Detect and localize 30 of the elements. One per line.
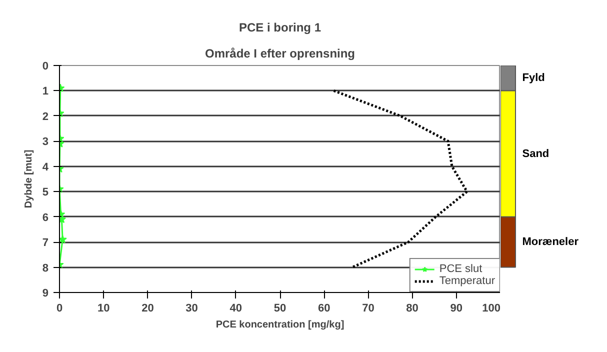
x-axis-title: PCE koncentration [mg/kg] bbox=[216, 320, 344, 330]
y-tick-label: 9 bbox=[42, 288, 49, 300]
x-tick-label: 60 bbox=[318, 302, 330, 314]
y-tick-label: 5 bbox=[42, 186, 49, 199]
chart-title: PCE i boring 1 bbox=[238, 20, 322, 34]
y-tick-label: 1 bbox=[42, 86, 49, 98]
chart-subtitle: Område I efter oprensning bbox=[204, 46, 356, 60]
y-tick-label: 3 bbox=[42, 136, 49, 148]
x-tick-label: 0 bbox=[56, 302, 63, 314]
x-tick-label: 50 bbox=[274, 302, 286, 314]
x-tick-label: 90 bbox=[450, 302, 463, 314]
series-label: Fyld bbox=[522, 72, 545, 84]
series-label: Moræneler bbox=[522, 236, 580, 248]
x-tick-label: 40 bbox=[230, 302, 242, 314]
x-tick-label: 10 bbox=[97, 302, 110, 314]
x-tick-label: 100 bbox=[482, 302, 501, 314]
series-label: Sand bbox=[522, 148, 550, 160]
y-tick-label: 8 bbox=[42, 262, 49, 274]
x-tick-label: 30 bbox=[186, 302, 198, 314]
y-tick-label: 7 bbox=[42, 237, 49, 250]
x-tick-label: 20 bbox=[142, 302, 154, 314]
y-tick-label: 4 bbox=[42, 161, 50, 174]
legend-label: Temperatur bbox=[439, 275, 495, 287]
legend-label: PCE slut bbox=[439, 263, 482, 275]
y-axis-title: Dybde [mut] bbox=[23, 150, 34, 208]
y-tick-label: 0 bbox=[42, 60, 49, 72]
x-tick-label: 70 bbox=[362, 302, 374, 314]
x-tick-label: 80 bbox=[406, 302, 418, 314]
y-tick-label: 6 bbox=[42, 212, 49, 224]
y-tick-label: 2 bbox=[42, 110, 49, 123]
